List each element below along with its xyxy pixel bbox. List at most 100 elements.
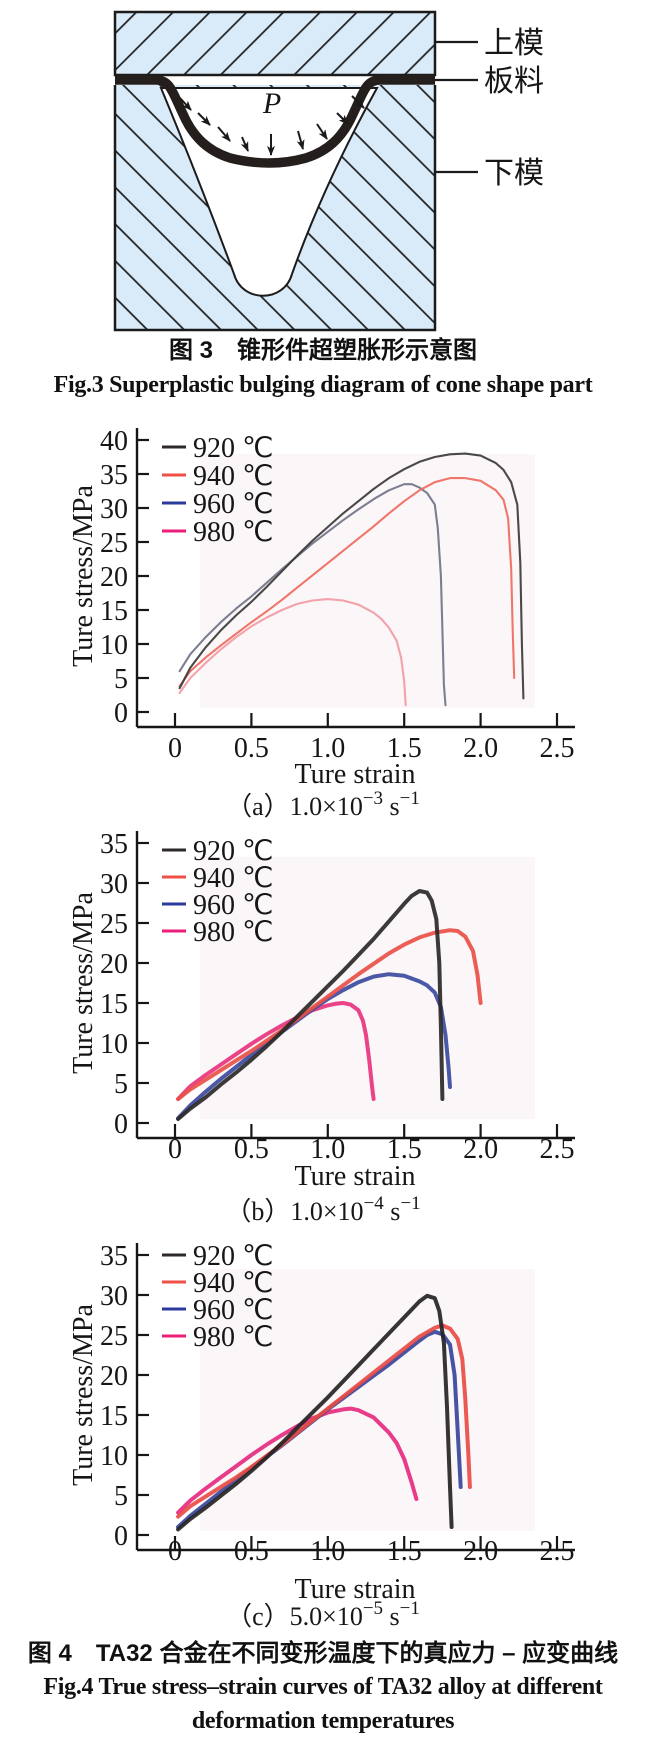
y-tick-label: 25 — [100, 1321, 128, 1352]
pressure-arrow-icon — [240, 136, 249, 152]
y-tick-label: 35 — [100, 1241, 128, 1272]
lower-die-label: 下模 — [484, 157, 544, 190]
y-tick-label: 5 — [114, 664, 128, 695]
x-tick-label: 1.0 — [310, 1536, 345, 1567]
series-940 — [176, 928, 483, 1101]
legend-label: 980 ℃ — [193, 1322, 273, 1353]
x-tick-label: 1.5 — [387, 1536, 422, 1567]
x-axis-title: Ture strain — [294, 759, 415, 790]
y-tick-label: 25 — [100, 909, 128, 940]
pressure-arrows — [179, 95, 365, 156]
series-920 — [176, 889, 445, 1121]
figure3-caption-zh: 图 3 锥形件超塑胀形示意图 — [168, 337, 477, 364]
y-tick-label: 0 — [114, 1521, 128, 1552]
y-tick-label: 15 — [100, 596, 128, 627]
y-tick-label: 30 — [100, 494, 128, 525]
legend-label: 980 ℃ — [193, 917, 273, 948]
pressure-arrow-icon — [336, 112, 349, 125]
pressure-arrow-icon — [217, 126, 231, 142]
x-tick-label: 1.0 — [310, 1134, 345, 1165]
y-tick-label: 0 — [114, 1109, 128, 1140]
series-940 — [176, 1323, 472, 1519]
y-tick-label: 10 — [100, 630, 128, 661]
leader-lines — [435, 40, 478, 174]
chart-b: 0 5 10 15 20 25 30 35 0 0.5 1.0 1.5 2.0 2.5 Ture stres… — [0, 825, 646, 1245]
subcaption-c: （c）5.0×10−5 s−1 — [226, 1598, 420, 1631]
legend-label: 960 ℃ — [193, 890, 273, 921]
x-tick-label: 2.5 — [540, 1134, 575, 1165]
pressure-arrow-icon — [179, 97, 192, 111]
series-960 — [178, 483, 447, 707]
legend-label: 940 ℃ — [193, 863, 273, 894]
upper-die-block — [113, 10, 437, 77]
scan-wash — [200, 1269, 535, 1531]
y-tick-label: 10 — [100, 1029, 128, 1060]
subcaption-b: （b）1.0×10−4 s−1 — [225, 1193, 420, 1226]
x-axis-title: Ture strain — [294, 1574, 415, 1605]
x-tick-label: 0.5 — [234, 1134, 269, 1165]
x-axis-title: Ture strain — [294, 1161, 415, 1192]
y-tick-label: 0 — [114, 698, 128, 729]
y-tick-label: 20 — [100, 1361, 128, 1392]
x-tick-label: 0 — [168, 733, 182, 764]
y-tick-label: 20 — [100, 949, 128, 980]
x-tick-label: 2.5 — [540, 1536, 575, 1567]
pressure-arrow-icon — [296, 130, 305, 150]
series-980 — [176, 1001, 376, 1101]
y-tick-label: 10 — [100, 1441, 128, 1472]
sheet-blank — [115, 75, 435, 168]
pressure-arrow-icon — [316, 123, 328, 140]
legend-label: 980 ℃ — [193, 517, 273, 548]
y-tick-label: 40 — [100, 426, 128, 457]
y-axis-title: Ture stress/MPa — [68, 1304, 99, 1486]
figure4-caption-en-line1: Fig.4 True stress–strain curves of TA32 … — [43, 1674, 603, 1700]
legend-label: 940 ℃ — [193, 1268, 273, 1299]
x-tick-label: 0 — [168, 1536, 182, 1567]
series-960 — [176, 972, 452, 1121]
y-tick-label: 35 — [100, 829, 128, 860]
y-tick-label: 25 — [100, 528, 128, 559]
y-tick-label: 5 — [114, 1481, 128, 1512]
cone-cavity — [159, 87, 379, 297]
legend-label: 960 ℃ — [193, 489, 273, 520]
x-tick-label: 2.0 — [463, 1134, 498, 1165]
y-tick-label: 20 — [100, 562, 128, 593]
figure3-caption-en: Fig.3 Superplastic bulging diagram of co… — [53, 372, 593, 398]
x-tick-label: 1.5 — [387, 733, 422, 764]
series-980 — [178, 598, 407, 707]
y-tick-label: 5 — [114, 1069, 128, 1100]
figure4-captions: 图 4 TA32 合金在不同变形温度下的真应力 – 应变曲线 Fig.4 Tru… — [0, 1638, 646, 1738]
legend-label: 960 ℃ — [193, 1295, 273, 1326]
y-axis-title: Ture stress/MPa — [68, 485, 99, 667]
legend-label: 920 ℃ — [193, 1241, 273, 1272]
subcaption-a: （a）1.0×10−3 s−1 — [226, 788, 420, 821]
y-tick-label: 30 — [100, 869, 128, 900]
y-tick-label: 15 — [100, 989, 128, 1020]
x-tick-label: 0 — [168, 1134, 182, 1165]
y-tick-label: 30 — [100, 1281, 128, 1312]
x-tick-label: 0.5 — [234, 733, 269, 764]
x-tick-label: 1.5 — [387, 1134, 422, 1165]
chart-c-svg: 0 5 10 15 20 25 30 35 0 0.5 1.0 1.5 2.0 2.5 Ture stres… — [68, 1241, 575, 1631]
series-920 — [176, 1293, 454, 1532]
sheet-label: 板料 — [484, 65, 544, 98]
x-tick-label: 2.0 — [463, 733, 498, 764]
lower-die-border — [113, 85, 437, 332]
scan-wash — [200, 454, 535, 708]
x-tick-label: 0.5 — [234, 1536, 269, 1567]
pressure-label: P — [262, 87, 281, 120]
figure3-captions: 图 3 锥形件超塑胀形示意图 Fig.3 Superplastic bulgin… — [0, 336, 646, 404]
x-tick-label: 1.0 — [310, 733, 345, 764]
series-920 — [178, 452, 525, 700]
chart-b-svg: 0 5 10 15 20 25 30 35 0 0.5 1.0 1.5 2.0 2.5 Ture stres… — [68, 829, 575, 1226]
y-tick-label: 15 — [100, 1401, 128, 1432]
pressure-arrow-icon — [351, 95, 365, 109]
figure3-diagram: P 上模 板料 下模 — [0, 0, 646, 335]
chart-a: 0 5 10 15 20 25 30 35 40 0 0.5 1.0 1.5 2.0 2.5 Ture str… — [0, 415, 646, 825]
y-tick-label: 35 — [100, 460, 128, 491]
figure4-caption-zh: 图 4 TA32 合金在不同变形温度下的真应力 – 应变曲线 — [27, 1640, 619, 1667]
die-diagram-svg: P 上模 板料 下模 — [113, 10, 544, 332]
chart-c: 0 5 10 15 20 25 30 35 0 0.5 1.0 1.5 2.0 2.5 Ture stres… — [0, 1240, 646, 1640]
